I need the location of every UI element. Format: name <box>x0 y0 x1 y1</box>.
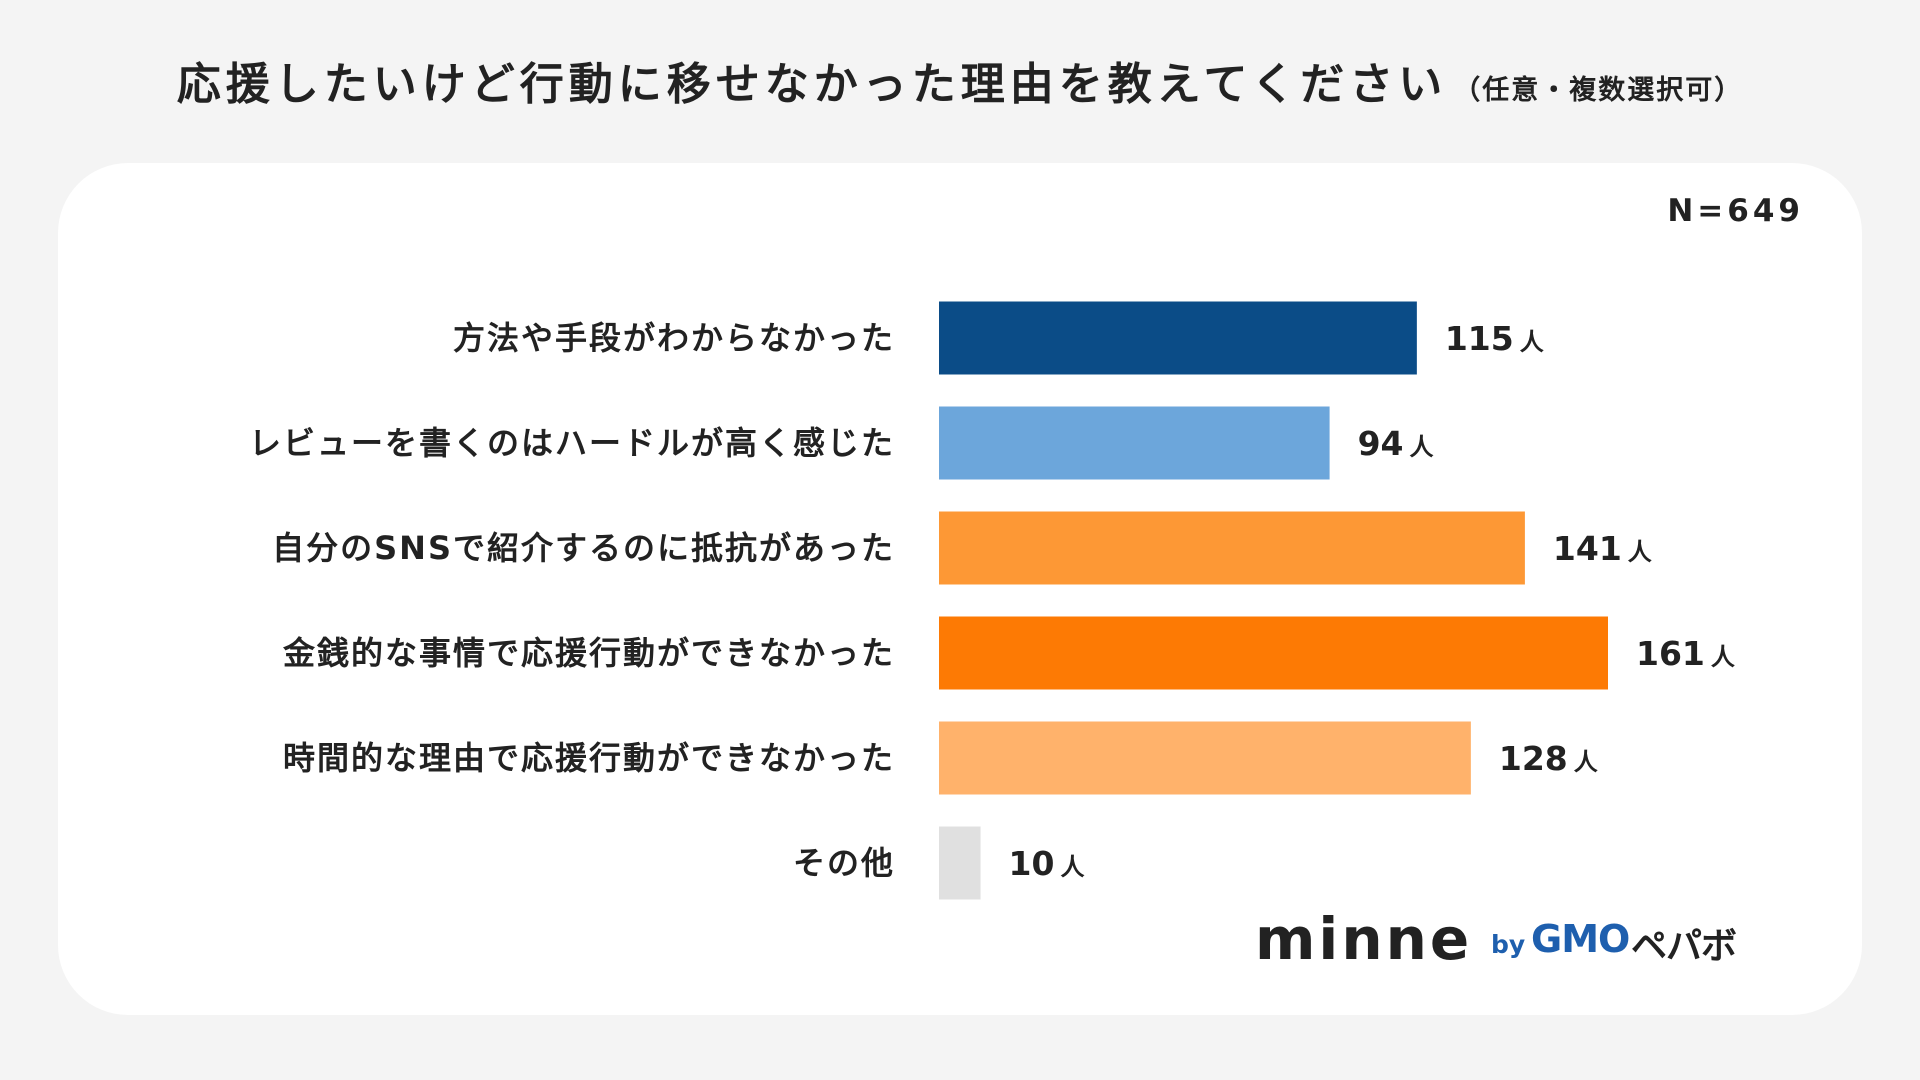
value-unit-3: 人 <box>1628 538 1652 566</box>
category-label-2: レビューを書くのはハードルが高く感じた <box>249 424 895 462</box>
chart-title: 応援したいけど行動に移せなかった理由を教えてください （任意・複数選択可） <box>0 48 1920 112</box>
bar-6 <box>939 826 981 900</box>
logo-pepabo-wordmark: ペパボ <box>1631 926 1737 967</box>
bar-1 <box>939 301 1417 375</box>
logo-gmo-wordmark: GMO <box>1531 917 1630 961</box>
category-label-1: 方法や手段がわからなかった <box>453 319 895 357</box>
logo-by-text: by <box>1491 930 1526 959</box>
value-label-1: 115 人 <box>1445 319 1544 358</box>
bar-3 <box>939 511 1525 585</box>
chart-title-main: 応援したいけど行動に移せなかった理由を教えてください <box>176 59 1448 110</box>
chart-title-subtitle: （任意・複数選択可） <box>1453 75 1744 106</box>
category-label-6: その他 <box>793 844 895 882</box>
value-label-6: 10 人 <box>1009 844 1085 883</box>
value-label-5: 128 人 <box>1499 739 1598 778</box>
minne-by-gmo-pepabo-logo: minne by GMO ペパボ <box>1255 905 1815 975</box>
category-label-4: 金銭的な事情で応援行動ができなかった <box>282 634 895 672</box>
sample-size-label: N=649 <box>1667 193 1804 229</box>
value-unit-2: 人 <box>1410 433 1434 461</box>
bar-4 <box>939 616 1608 690</box>
logo-minne-wordmark: minne <box>1255 905 1473 973</box>
value-label-4: 161 人 <box>1636 634 1735 673</box>
bar-2 <box>939 406 1330 480</box>
value-label-3: 141 人 <box>1553 529 1652 568</box>
category-label-3: 自分のSNSで紹介するのに抵抗があった <box>272 529 895 567</box>
value-unit-4: 人 <box>1711 643 1735 671</box>
value-unit-5: 人 <box>1574 748 1598 776</box>
category-label-5: 時間的な理由で応援行動ができなかった <box>283 739 895 777</box>
bar-5 <box>939 721 1471 795</box>
value-unit-6: 人 <box>1060 853 1084 881</box>
value-unit-1: 人 <box>1520 328 1544 356</box>
value-label-2: 94 人 <box>1358 424 1434 463</box>
